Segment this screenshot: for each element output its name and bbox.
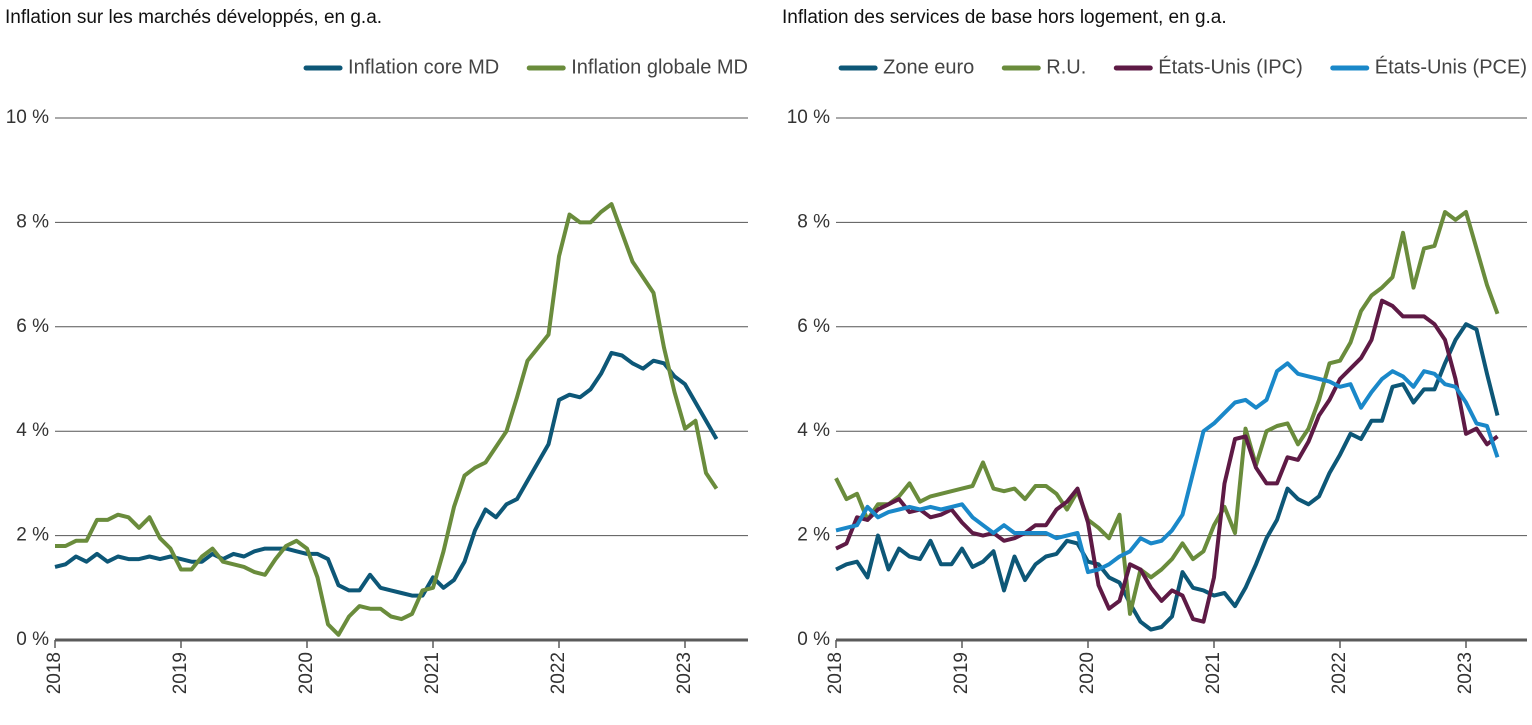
y-tick-label: 4 % [16,420,49,441]
series-line [55,202,719,637]
y-tick-label: 2 % [16,525,49,546]
legend: Zone euro R.U. États-Unis (IPC) États-Unis … [838,55,1527,78]
x-tick-label: 2021 [422,652,443,694]
chart-title: Inflation sur les marchés développés, en… [5,7,382,28]
x-tick-label: 2022 [1329,652,1350,694]
series-line [54,350,719,598]
y-tick-label: 10 % [6,107,49,128]
y-tick-label: 2 % [797,525,830,546]
x-tick-label: 2022 [548,652,569,694]
x-tick-label: 2018 [44,652,65,694]
y-tick-label: 4 % [797,420,830,441]
y-tick-label: 0 % [797,629,830,650]
legend-label: États-Unis (IPC) [1158,55,1302,78]
x-tick-label: 2019 [170,652,191,694]
series-line [835,322,1500,632]
x-tick-label: 2020 [1077,652,1098,694]
x-tick-label: 2019 [951,652,972,694]
chart-title: Inflation des services de base hors loge… [782,7,1227,28]
series-line [834,210,1500,616]
legend-label: Inflation core MD [348,56,499,78]
x-tick-label: 2023 [674,652,695,694]
series-line [835,298,1499,624]
y-tick-label: 6 % [797,316,830,337]
legend-label: R.U. [1046,56,1086,78]
legend: Inflation core MD Inflation globale MD [303,56,748,78]
x-tick-label: 2018 [825,652,846,694]
chart: Inflation sur les marchés développés, en… [5,7,748,694]
y-tick-label: 6 % [16,316,49,337]
y-tick-label: 10 % [787,107,830,128]
legend-label: États-Unis (PCE) [1375,55,1527,78]
series-line [835,361,1500,575]
y-tick-label: 8 % [797,211,830,232]
legend-label: Zone euro [883,56,974,78]
x-tick-label: 2021 [1203,652,1224,694]
y-tick-label: 8 % [16,211,49,232]
x-tick-label: 2020 [296,652,317,694]
legend-label: Inflation globale MD [571,56,748,78]
x-tick-label: 2023 [1455,652,1476,694]
y-tick-label: 0 % [16,629,49,650]
chart: Inflation des services de base hors loge… [782,7,1527,694]
